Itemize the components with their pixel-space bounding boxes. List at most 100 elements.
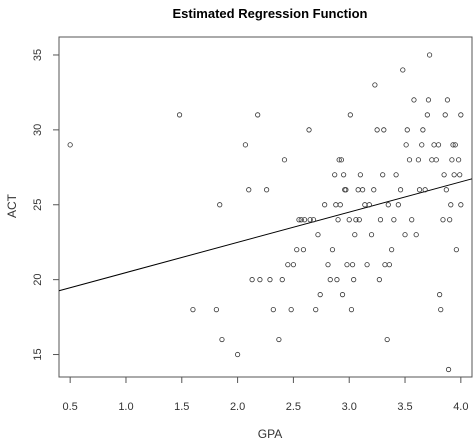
data-point [431,142,437,148]
data-point [456,157,462,163]
data-point [213,306,219,313]
data-point [452,142,458,148]
data-point [420,127,426,133]
data-point [267,277,273,283]
data-point [333,202,339,208]
data-point [246,187,252,193]
y-tick-label: 20 [32,274,44,286]
data-point [334,277,340,283]
data-point [288,306,294,313]
data-point [357,172,363,178]
data-point [395,202,401,208]
data-point [343,187,349,193]
data-point [290,262,297,268]
data-point [443,187,449,193]
data-point [438,306,444,313]
data-point [242,142,249,148]
y-axis-title: ACT [5,193,19,218]
data-point [249,277,255,283]
x-tick-label: 1.5 [174,401,189,413]
data-point [442,112,448,118]
data-point [219,336,225,343]
data-point [424,112,430,118]
data-point [301,217,308,223]
data-point [327,277,333,283]
data-point [400,67,406,73]
data-point [426,52,433,58]
x-tick-label: 2.5 [286,401,301,413]
data-point [441,172,447,178]
x-tick-label: 3.5 [397,401,412,413]
data-point [217,202,223,208]
data-point [458,112,464,118]
x-tick-label: 3.0 [342,401,357,413]
data-point [453,247,459,253]
y-tick-label: 15 [32,348,44,360]
data-point [366,202,372,208]
data-point [329,247,336,253]
data-point [264,187,270,193]
data-point [270,306,276,313]
data-point [433,157,439,163]
data-point [313,306,319,313]
data-point [416,187,423,193]
data-point [372,82,378,88]
data-point [450,142,456,148]
data-point [458,202,464,208]
data-point [315,232,321,238]
data-point [355,187,361,193]
data-point [376,277,382,283]
data-point [402,232,408,238]
data-point [332,172,338,178]
data-point [294,247,300,253]
data-point [255,112,261,118]
data-point [338,157,345,163]
data-point [336,157,342,163]
data-point [382,262,388,268]
data-point [347,112,353,118]
data-point [67,142,73,148]
data-point [449,157,455,163]
data-point [415,157,422,163]
data-point [411,97,417,103]
data-point [335,217,341,223]
y-tick-label: 25 [32,199,44,211]
data-point [419,142,425,148]
data-point [368,232,375,238]
data-point [413,232,419,238]
data-point [447,217,453,223]
data-point [322,202,328,208]
data-point [444,97,451,103]
data-point [404,127,410,133]
data-point [300,247,307,253]
data-point [374,127,380,133]
x-tick-label: 2.0 [230,401,245,413]
data-point [391,217,397,223]
data-point [393,172,399,178]
data-point [406,157,413,163]
data-point [325,262,331,268]
data-point [356,217,362,223]
data-point [176,112,183,118]
data-point [435,142,442,148]
data-point [344,262,350,268]
data-point [281,157,288,163]
data-point [310,217,317,223]
data-point [386,262,392,268]
data-point [276,336,282,343]
data-point [422,187,428,193]
data-point [279,277,285,283]
data-point [381,127,387,133]
plot-marks: 0.5 1.0 1.5 2.0 2.5 3.0 3.5 4.0 15 20 25 30 35 [32,36,473,413]
data-point [377,217,384,223]
data-point [337,202,343,208]
data-point [352,232,358,238]
x-tick-label: 0.5 [63,401,78,413]
data-point [351,277,357,283]
data-point [339,292,346,298]
data-point [445,366,452,373]
data-point [307,217,313,223]
data-point [437,292,443,298]
data-point [234,351,241,358]
